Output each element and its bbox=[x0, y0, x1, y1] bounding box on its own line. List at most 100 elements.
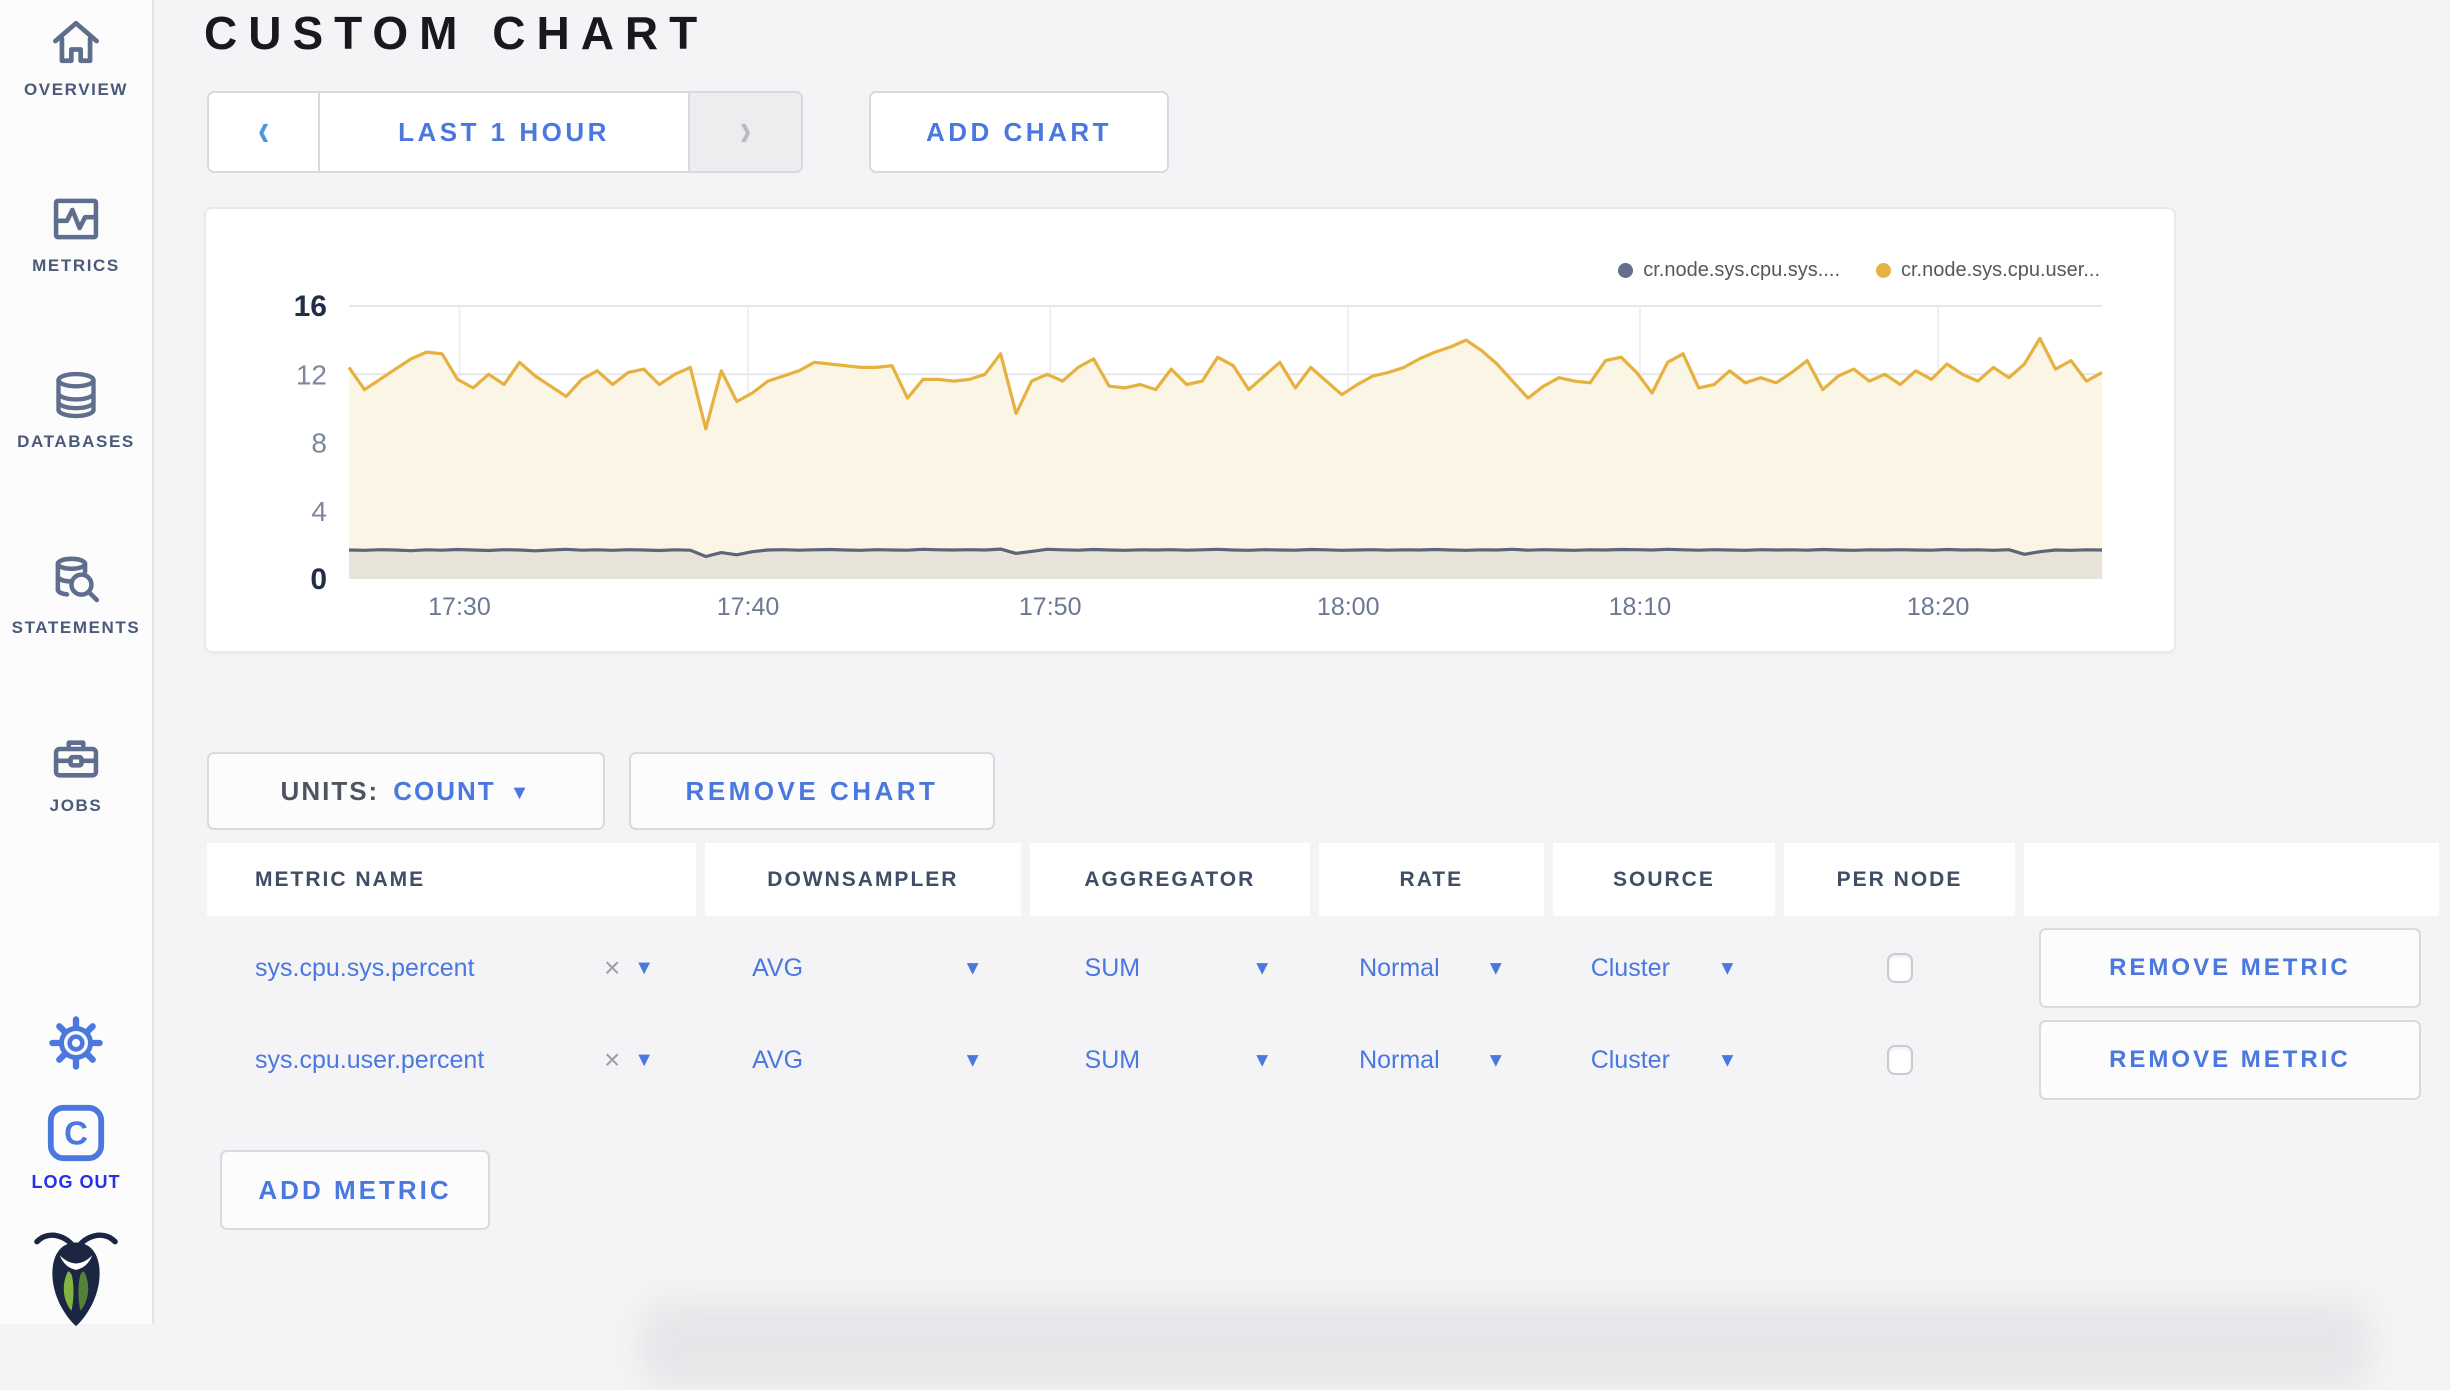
sidebar-logo bbox=[0, 1228, 152, 1328]
sidebar-item-label: JOBS bbox=[49, 796, 103, 815]
sidebar-logout[interactable]: C LOG OUT bbox=[0, 1102, 152, 1193]
below-fold-shadow bbox=[640, 1300, 2370, 1390]
add-chart-button[interactable]: ADD CHART bbox=[869, 91, 1169, 173]
col-per-node: PER NODE bbox=[1784, 843, 2015, 916]
col-rate: RATE bbox=[1319, 843, 1544, 916]
aggregator-dropdown[interactable]: SUM ▼ bbox=[1030, 922, 1311, 1014]
sidebar-item-metrics[interactable]: METRICS bbox=[0, 190, 152, 276]
col-metric-name: METRIC NAME bbox=[207, 843, 697, 916]
chevron-down-icon[interactable]: ▼ bbox=[634, 956, 655, 979]
jobs-icon bbox=[53, 740, 99, 778]
svg-text:17:50: 17:50 bbox=[1019, 593, 1082, 621]
sidebar: OVERVIEW METRICS DATABASES bbox=[0, 0, 154, 1327]
metrics-table-header: METRIC NAME DOWNSAMPLER AGGREGATOR RATE … bbox=[207, 843, 2439, 916]
source-dropdown[interactable]: Cluster ▼ bbox=[1553, 922, 1776, 1014]
svg-text:18:00: 18:00 bbox=[1317, 593, 1380, 621]
col-aggregator: AGGREGATOR bbox=[1029, 843, 1311, 916]
chevron-down-icon: ▼ bbox=[1485, 957, 1506, 980]
chevron-down-icon: ▼ bbox=[1717, 1049, 1738, 1072]
legend-item-sys[interactable]: cr.node.sys.cpu.sys.... bbox=[1618, 259, 1840, 282]
chevron-left-icon: ‹ bbox=[257, 103, 270, 155]
sidebar-item-label: DATABASES bbox=[17, 432, 135, 451]
legend-item-user[interactable]: cr.node.sys.cpu.user... bbox=[1876, 259, 2100, 282]
statements-icon bbox=[55, 556, 100, 603]
col-downsampler: DOWNSAMPLER bbox=[705, 843, 1021, 916]
remove-metric-button[interactable]: REMOVE METRIC bbox=[2038, 1020, 2421, 1100]
chevron-down-icon[interactable]: ▼ bbox=[634, 1048, 655, 1071]
time-range-selector: ‹ LAST 1 HOUR › bbox=[207, 91, 803, 173]
table-row: sys.cpu.sys.percent × ▼ AVG ▼ SUM ▼ Norm… bbox=[207, 922, 2439, 1014]
databases-icon bbox=[56, 371, 96, 419]
source-value: Cluster bbox=[1590, 1045, 1670, 1074]
time-range-prev-button[interactable]: ‹ bbox=[209, 93, 320, 171]
home-icon bbox=[53, 20, 99, 64]
aggregator-dropdown[interactable]: SUM ▼ bbox=[1030, 1014, 1311, 1106]
downsampler-dropdown[interactable]: AVG ▼ bbox=[705, 922, 1020, 1014]
rate-value: Normal bbox=[1359, 953, 1440, 982]
chevron-down-icon: ▼ bbox=[509, 781, 532, 804]
time-range-dropdown[interactable]: LAST 1 HOUR bbox=[398, 116, 610, 147]
table-row: sys.cpu.user.percent × ▼ AVG ▼ SUM ▼ Nor… bbox=[207, 1014, 2439, 1106]
add-metric-button[interactable]: ADD METRIC bbox=[220, 1150, 490, 1230]
rate-value: Normal bbox=[1359, 1045, 1440, 1074]
col-actions bbox=[2023, 843, 2439, 916]
remove-metric-button[interactable]: REMOVE METRIC bbox=[2038, 928, 2421, 1008]
sidebar-item-statements[interactable]: STATEMENTS bbox=[0, 552, 152, 638]
per-node-cell bbox=[1784, 1014, 2015, 1106]
chart-legend: cr.node.sys.cpu.sys.... cr.node.sys.cpu.… bbox=[1618, 259, 2100, 282]
gear-icon bbox=[49, 1016, 103, 1070]
legend-dot-user bbox=[1876, 263, 1891, 278]
chevron-down-icon: ▼ bbox=[962, 957, 983, 980]
units-dropdown[interactable]: UNITS: COUNT ▼ bbox=[207, 752, 605, 830]
cockroach-bug-icon bbox=[34, 1232, 118, 1327]
sidebar-item-label: OVERVIEW bbox=[23, 80, 129, 99]
metrics-icon bbox=[53, 198, 99, 240]
svg-text:17:30: 17:30 bbox=[428, 593, 491, 621]
col-source: SOURCE bbox=[1552, 843, 1776, 916]
sidebar-settings[interactable] bbox=[0, 1014, 152, 1072]
rate-dropdown[interactable]: Normal ▼ bbox=[1319, 922, 1544, 1014]
downsampler-value: AVG bbox=[752, 1045, 804, 1074]
legend-label: cr.node.sys.cpu.user... bbox=[1901, 259, 2100, 281]
chevron-right-icon: › bbox=[739, 103, 752, 155]
aggregator-value: SUM bbox=[1084, 953, 1141, 982]
units-value: COUNT bbox=[393, 775, 496, 806]
per-node-cell bbox=[1784, 922, 2015, 1014]
actions-cell: REMOVE METRIC bbox=[2024, 922, 2439, 1014]
sidebar-item-overview[interactable]: OVERVIEW bbox=[0, 12, 152, 100]
per-node-checkbox[interactable] bbox=[1886, 1045, 1913, 1075]
svg-text:18:20: 18:20 bbox=[1907, 593, 1970, 621]
aggregator-value: SUM bbox=[1084, 1045, 1141, 1074]
page-title: CUSTOM CHART bbox=[204, 7, 709, 59]
time-range-next-button[interactable]: › bbox=[688, 93, 801, 171]
downsampler-dropdown[interactable]: AVG ▼ bbox=[705, 1014, 1020, 1106]
source-dropdown[interactable]: Cluster ▼ bbox=[1553, 1014, 1776, 1106]
chevron-down-icon: ▼ bbox=[1252, 957, 1273, 980]
metric-name-value[interactable]: sys.cpu.sys.percent bbox=[255, 953, 475, 982]
rate-dropdown[interactable]: Normal ▼ bbox=[1319, 1014, 1544, 1106]
svg-text:12: 12 bbox=[296, 359, 327, 390]
svg-text:18:10: 18:10 bbox=[1609, 593, 1672, 621]
logout-label: LOG OUT bbox=[31, 1172, 121, 1192]
svg-text:16: 16 bbox=[294, 290, 327, 323]
source-value: Cluster bbox=[1590, 953, 1670, 982]
metric-name-cell: sys.cpu.user.percent × ▼ bbox=[207, 1014, 696, 1106]
chevron-down-icon: ▼ bbox=[1252, 1049, 1273, 1072]
sidebar-item-jobs[interactable]: JOBS bbox=[0, 730, 152, 816]
svg-text:C: C bbox=[64, 1115, 88, 1152]
sidebar-item-label: STATEMENTS bbox=[11, 618, 141, 637]
svg-text:8: 8 bbox=[311, 428, 327, 459]
remove-chart-button[interactable]: REMOVE CHART bbox=[629, 752, 995, 830]
legend-label: cr.node.sys.cpu.sys.... bbox=[1643, 259, 1840, 281]
svg-text:4: 4 bbox=[311, 496, 327, 527]
cockroach-c-icon: C bbox=[47, 1104, 105, 1162]
metric-name-value[interactable]: sys.cpu.user.percent bbox=[255, 1045, 485, 1074]
per-node-checkbox[interactable] bbox=[1886, 953, 1913, 983]
clear-metric-icon[interactable]: × bbox=[603, 952, 621, 983]
clear-metric-icon[interactable]: × bbox=[603, 1044, 621, 1075]
custom-chart-svg: 0 4 8 12 16 17:30 17:40 17:50 18:00 18:10 18:20 bbox=[294, 290, 2103, 621]
metric-name-cell: sys.cpu.sys.percent × ▼ bbox=[207, 922, 696, 1014]
metrics-table: METRIC NAME DOWNSAMPLER AGGREGATOR RATE … bbox=[207, 843, 2439, 1106]
sidebar-item-databases[interactable]: DATABASES bbox=[0, 366, 152, 452]
